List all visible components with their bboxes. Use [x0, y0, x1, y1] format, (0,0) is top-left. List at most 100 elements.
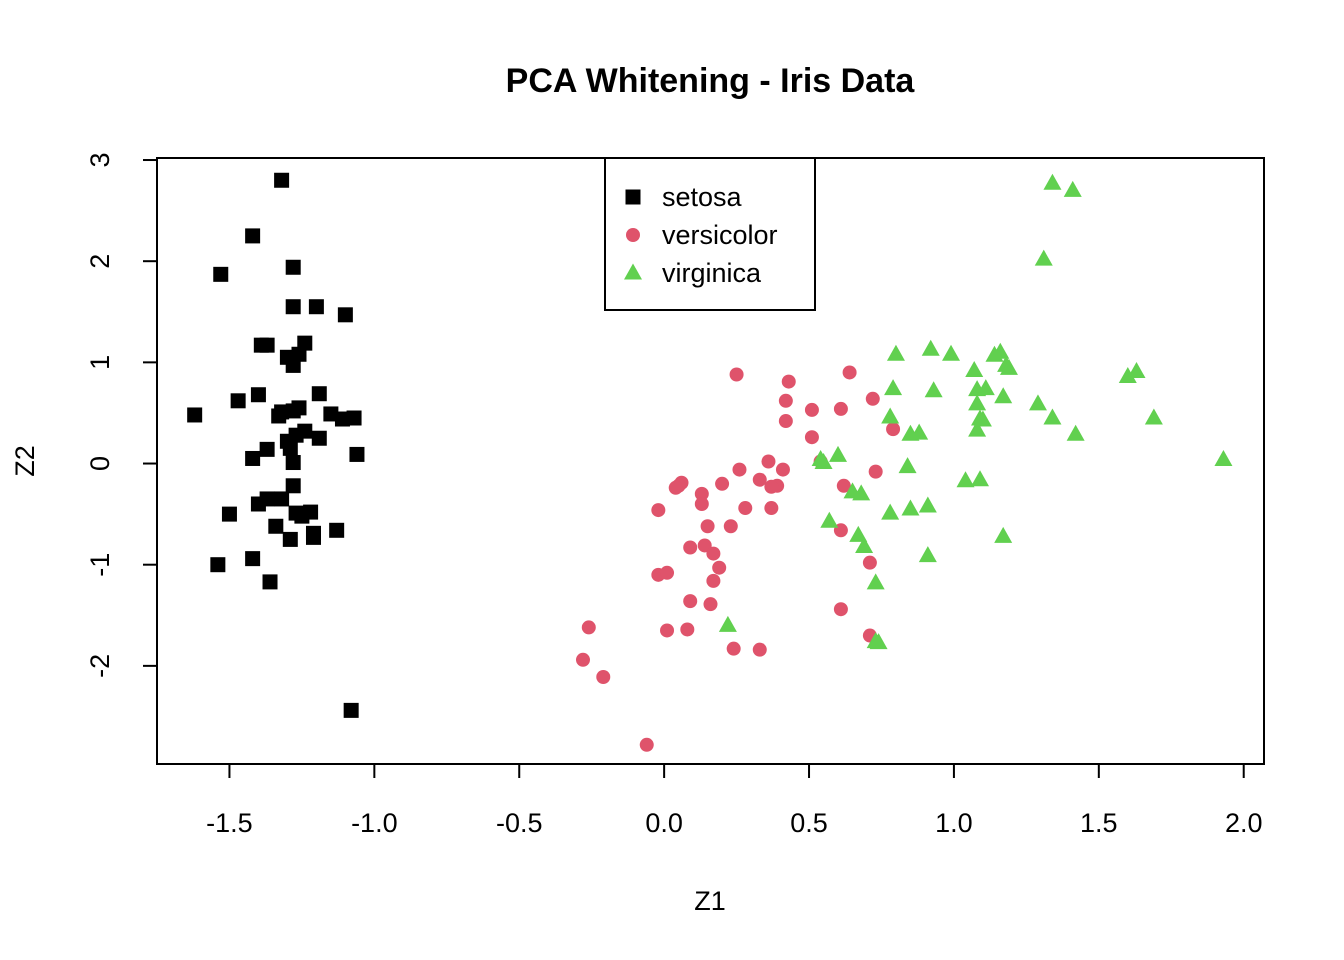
setosa-point: [311, 386, 327, 402]
versicolor-point: [651, 503, 666, 518]
versicolor-point: [778, 393, 793, 408]
setosa-point: [259, 337, 275, 353]
x-tick-label: 0.5: [790, 808, 828, 838]
legend-box: [604, 157, 816, 311]
x-axis: -1.5 -1.0 -0.5 0.0 0.5 1.0 1.5 2.0: [206, 763, 1263, 838]
virginica-point: [956, 471, 975, 488]
versicolor-point: [581, 620, 596, 635]
setosa-point: [268, 518, 284, 534]
versicolor-point: [668, 480, 683, 495]
x-tick-label: -1.5: [206, 808, 253, 838]
setosa-point: [282, 531, 298, 547]
versicolor-point: [778, 414, 793, 429]
setosa-point: [210, 557, 226, 573]
versicolor-point: [804, 402, 819, 417]
y-tick-label: 1: [85, 355, 115, 370]
versicolor-point: [712, 560, 727, 575]
setosa-point: [259, 441, 275, 457]
chart-title: PCA Whitening - Iris Data: [506, 62, 916, 100]
x-tick-label: 1.5: [1080, 808, 1118, 838]
virginica-point: [901, 499, 920, 516]
versicolor-point: [660, 565, 675, 580]
versicolor-point: [715, 476, 730, 491]
versicolor-point: [694, 496, 709, 511]
virginica-point: [884, 379, 903, 396]
legend-marker-versicolor: [626, 228, 640, 242]
virginica-point: [1066, 424, 1085, 441]
versicolor-point: [729, 367, 744, 382]
versicolor-point: [868, 464, 883, 479]
virginica-point: [1043, 173, 1062, 190]
x-axis-title: Z1: [694, 886, 726, 916]
virginica-point: [994, 526, 1013, 543]
virginica-point: [976, 379, 995, 396]
virginica-point: [855, 536, 874, 553]
legend-label-versicolor: versicolor: [662, 220, 778, 250]
setosa-point: [230, 393, 246, 409]
virginica-point: [968, 420, 987, 437]
setosa-point: [285, 259, 301, 275]
setosa-point: [323, 406, 339, 422]
versicolor-point: [833, 602, 848, 617]
versicolor-point: [738, 501, 753, 516]
versicolor-point: [752, 642, 767, 657]
virginica-point: [999, 358, 1018, 375]
virginica-point: [965, 360, 984, 377]
series-virginica: [718, 173, 1233, 650]
virginica-point: [849, 525, 868, 542]
setosa-point: [305, 529, 321, 545]
legend-label-virginica: virginica: [662, 258, 762, 288]
x-tick-label: 2.0: [1225, 808, 1263, 838]
y-axis: -2 -1 0 1 2 3: [85, 153, 158, 678]
versicolor-point: [683, 540, 698, 555]
series-setosa: [187, 172, 365, 718]
virginica-point: [971, 470, 990, 487]
x-tick-label: -0.5: [496, 808, 543, 838]
versicolor-point: [680, 622, 695, 637]
versicolor-point: [833, 401, 848, 416]
x-tick-label: 1.0: [935, 808, 973, 838]
legend-marker-virginica: [624, 263, 642, 280]
virginica-point: [881, 407, 900, 424]
y-tick-label: -2: [85, 654, 115, 678]
virginica-point: [918, 546, 937, 563]
y-axis-title: Z2: [10, 445, 40, 477]
virginica-point: [886, 344, 905, 361]
versicolor-point: [764, 501, 779, 516]
versicolor-point: [836, 478, 851, 493]
versicolor-point: [886, 422, 901, 437]
setosa-point: [245, 228, 261, 244]
versicolor-point: [706, 573, 721, 588]
setosa-point: [308, 299, 324, 315]
versicolor-point: [842, 365, 857, 380]
versicolor-point: [726, 641, 741, 656]
versicolor-point: [865, 391, 880, 406]
virginica-point: [852, 484, 871, 501]
setosa-point: [346, 410, 362, 426]
virginica-point: [985, 345, 1004, 362]
virginica-point: [918, 496, 937, 513]
virginica-point: [973, 410, 992, 427]
virginica-point: [924, 381, 943, 398]
setosa-point: [274, 491, 290, 507]
virginica-point: [1034, 249, 1053, 266]
virginica-point: [814, 453, 833, 470]
virginica-point: [921, 339, 940, 356]
virginica-point: [1127, 361, 1146, 378]
virginica-point: [942, 344, 961, 361]
virginica-point: [1144, 408, 1163, 425]
versicolor-point: [862, 555, 877, 570]
versicolor-point: [694, 486, 709, 501]
versicolor-point: [575, 652, 590, 667]
versicolor-point: [764, 479, 779, 494]
setosa-point: [349, 446, 365, 462]
versicolor-point: [639, 737, 654, 752]
y-tick-label: 0: [85, 456, 115, 471]
setosa-point: [245, 551, 261, 567]
setosa-point: [343, 702, 359, 718]
legend-label-setosa: setosa: [662, 182, 743, 212]
setosa-point: [303, 504, 319, 520]
versicolor-point: [700, 519, 715, 534]
setosa-point: [274, 172, 290, 188]
versicolor-point: [703, 597, 718, 612]
